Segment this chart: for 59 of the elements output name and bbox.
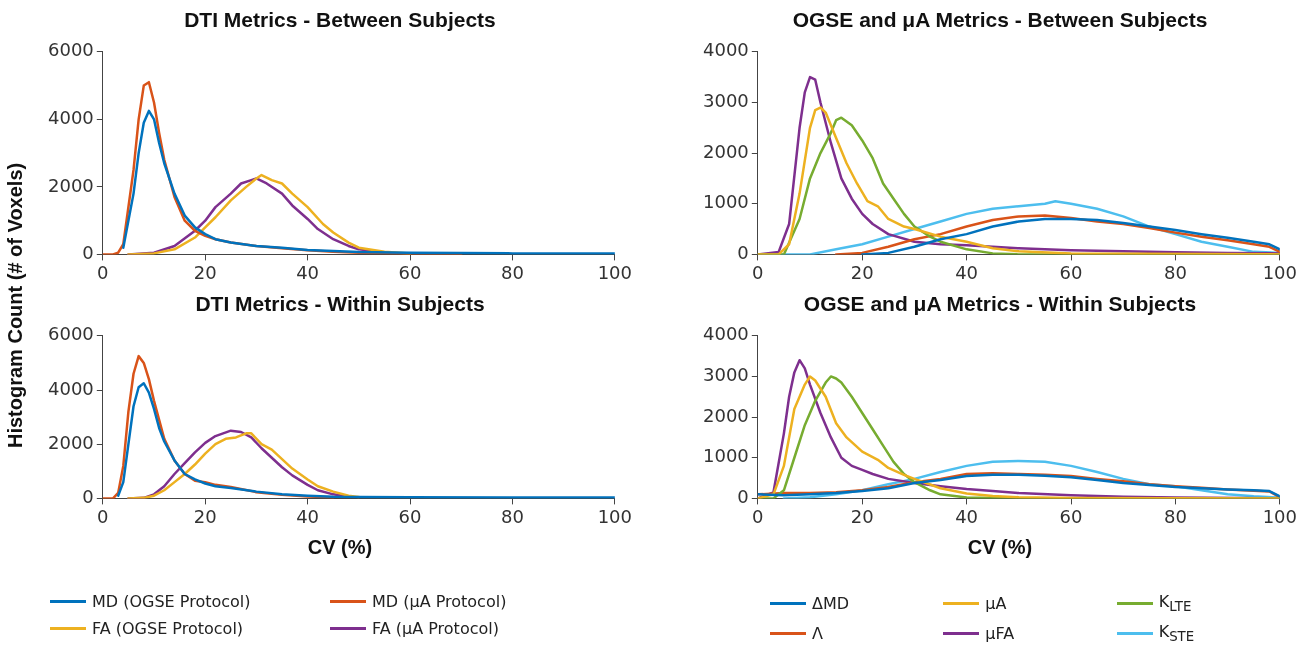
x-tick-label: 80 bbox=[1163, 505, 1187, 527]
legend-label: μA bbox=[985, 593, 1007, 613]
legend-label: FA (μA Protocol) bbox=[372, 619, 499, 638]
legend-label: MD (μA Protocol) bbox=[372, 592, 507, 611]
chart-title: DTI Metrics - Within Subjects bbox=[194, 292, 486, 316]
y-tick-label: 1000 bbox=[703, 445, 749, 467]
y-tick-label: 6000 bbox=[48, 39, 94, 61]
y-tick-label: 0 bbox=[737, 242, 749, 264]
x-tick-label: 20 bbox=[193, 261, 217, 283]
legend-label: K$_{STE}$ bbox=[1158, 622, 1195, 645]
x-tick-label: 20 bbox=[193, 505, 217, 527]
legend-label: ΔMD bbox=[812, 593, 850, 613]
chart-title: DTI Metrics - Between Subjects bbox=[183, 8, 497, 32]
chart-title: OGSE and μA Metrics - Within Subjects bbox=[802, 292, 1198, 316]
legend-label: MD (OGSE Protocol) bbox=[92, 592, 251, 611]
y-tick-label: 2000 bbox=[48, 431, 94, 453]
x-tick-label: 60 bbox=[1059, 261, 1083, 283]
x-tick-label: 60 bbox=[398, 261, 422, 283]
x-tick-label: 100 bbox=[597, 261, 632, 283]
y-tick-label: 4000 bbox=[703, 39, 749, 61]
y-tick-label: 4000 bbox=[48, 107, 94, 129]
y-tick-label: 3000 bbox=[703, 364, 749, 386]
x-tick-label: 0 bbox=[97, 505, 109, 527]
x-tick-label: 20 bbox=[850, 505, 874, 527]
x-tick-label: 80 bbox=[500, 261, 524, 283]
y-tick-label: 2000 bbox=[48, 174, 94, 196]
chart-title: OGSE and μA Metrics - Between Subjects bbox=[791, 8, 1209, 32]
x-tick-label: 40 bbox=[296, 505, 320, 527]
y-tick-label: 3000 bbox=[703, 90, 749, 112]
y-tick-label: 1000 bbox=[703, 191, 749, 213]
x-tick-label: 40 bbox=[955, 505, 979, 527]
x-axis-title: CV (%) bbox=[966, 536, 1034, 559]
legend-label: K$_{LTE}$ bbox=[1158, 592, 1192, 615]
legend-label: FA (OGSE Protocol) bbox=[92, 619, 244, 638]
x-tick-label: 100 bbox=[597, 505, 632, 527]
y-tick-label: 2000 bbox=[703, 140, 749, 162]
y-tick-label: 0 bbox=[82, 242, 94, 264]
x-tick-label: 40 bbox=[296, 261, 320, 283]
x-tick-label: 20 bbox=[850, 261, 874, 283]
x-tick-label: 60 bbox=[398, 505, 422, 527]
x-tick-label: 80 bbox=[1163, 261, 1187, 283]
y-tick-label: 6000 bbox=[48, 323, 94, 345]
y-tick-label: 2000 bbox=[703, 404, 749, 426]
x-tick-label: 0 bbox=[97, 261, 109, 283]
x-axis-title: CV (%) bbox=[306, 536, 374, 559]
x-tick-label: 100 bbox=[1262, 261, 1297, 283]
x-tick-label: 60 bbox=[1059, 505, 1083, 527]
y-tick-label: 0 bbox=[737, 486, 749, 508]
x-tick-label: 80 bbox=[500, 505, 524, 527]
x-tick-label: 40 bbox=[955, 261, 979, 283]
legend-label: μFA bbox=[985, 623, 1015, 643]
x-tick-label: 100 bbox=[1262, 505, 1297, 527]
y-tick-label: 4000 bbox=[48, 377, 94, 399]
y-tick-label: 0 bbox=[82, 486, 94, 508]
x-tick-label: 0 bbox=[752, 505, 764, 527]
legend-label: Λ bbox=[812, 623, 823, 643]
y-tick-label: 4000 bbox=[703, 323, 749, 345]
x-tick-label: 0 bbox=[752, 261, 764, 283]
y-axis-title: Histogram Count (# of Voxels) bbox=[4, 161, 27, 450]
